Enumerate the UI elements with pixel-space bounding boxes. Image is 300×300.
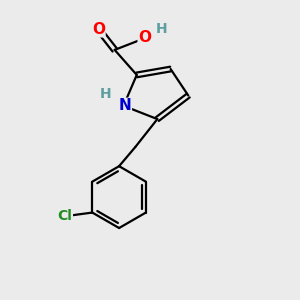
Text: H: H (156, 22, 168, 36)
Text: N: N (118, 98, 131, 113)
Text: Cl: Cl (58, 208, 72, 223)
Text: O: O (138, 30, 151, 45)
Text: O: O (92, 22, 105, 37)
Text: H: H (100, 87, 112, 101)
